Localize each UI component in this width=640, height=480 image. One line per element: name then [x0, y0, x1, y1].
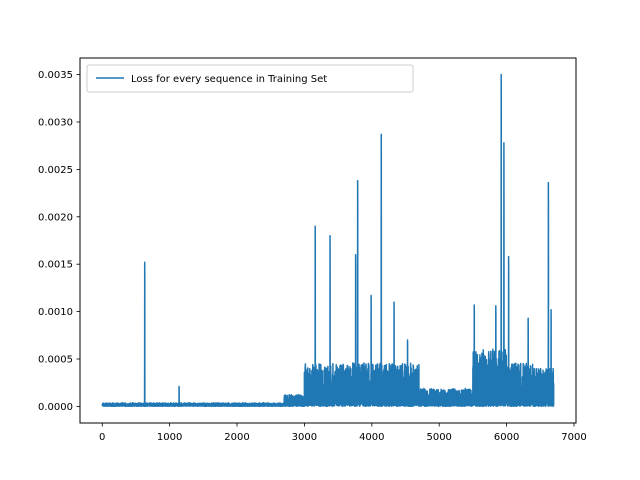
y-tick-label: 0.0030	[38, 117, 73, 128]
x-tick-label: 6000	[494, 432, 519, 443]
x-axis: 0 1000 2000 3000 4000 5000 6000 7000	[99, 423, 587, 443]
series-layer	[101, 73, 555, 407]
x-tick-label: 1000	[157, 432, 182, 443]
x-tick-label: 7000	[561, 432, 586, 443]
x-tick-label: 0	[99, 432, 105, 443]
x-tick-label: 2000	[224, 432, 249, 443]
plot-area	[79, 57, 577, 424]
y-axis: 0.0000 0.0005 0.0010 0.0015 0.0020 0.0025 0.00…	[38, 70, 80, 413]
x-tick-label: 4000	[359, 432, 384, 443]
y-tick-label: 0.0035	[38, 70, 73, 81]
legend-label: Loss for every sequence in Training Set	[131, 74, 327, 85]
y-tick-label: 0.0015	[38, 260, 73, 271]
x-tick-label: 5000	[426, 432, 451, 443]
y-tick-label: 0.0005	[38, 355, 73, 366]
legend-box	[86, 64, 414, 93]
axes-frame	[79, 57, 577, 424]
y-tick-label: 0.0010	[38, 307, 73, 318]
y-tick-label: 0.0020	[38, 212, 73, 223]
legend: Loss for every sequence in Training Set	[86, 64, 414, 93]
x-tick-label: 3000	[292, 432, 317, 443]
series-line-training-loss	[101, 73, 555, 407]
y-tick-label: 0.0025	[38, 165, 73, 176]
y-tick-label: 0.0000	[38, 402, 73, 413]
